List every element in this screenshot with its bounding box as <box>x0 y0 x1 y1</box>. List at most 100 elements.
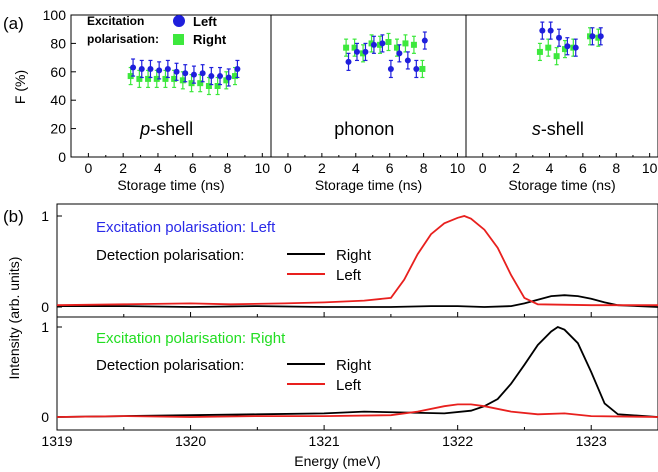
data-point-left <box>182 70 189 77</box>
data-point-right <box>232 73 239 80</box>
x-tick-label: 1323 <box>576 433 607 449</box>
data-point-right <box>153 75 160 82</box>
legend-entry-left: Left <box>336 267 362 284</box>
data-point-left <box>164 65 171 72</box>
data-point-right <box>127 73 134 80</box>
data-point-left <box>353 48 360 55</box>
legend-entry-left: Left <box>193 14 218 29</box>
legend-entry-right: Right <box>336 247 372 264</box>
data-point-right <box>561 46 568 53</box>
subplot-label-suffix: phonon <box>334 119 394 139</box>
data-point-left <box>547 27 554 34</box>
legend-marker-right <box>173 34 184 45</box>
x-tick-label: 2 <box>119 160 127 176</box>
x-tick-label: 4 <box>154 160 162 176</box>
x-tick-label: 10 <box>255 160 271 176</box>
series-line-left <box>56 215 658 307</box>
data-point-right <box>136 75 143 82</box>
x-axis-label: Storage time (ns) <box>315 177 422 193</box>
data-point-right <box>205 83 212 89</box>
x-tick-label: 4 <box>352 160 360 176</box>
detection-label: Detection polarisation: <box>96 357 244 374</box>
data-point-left <box>138 65 145 72</box>
subplot-frame <box>56 316 658 431</box>
y-tick-label: 100 <box>43 7 67 23</box>
x-tick-label: 2 <box>512 160 520 176</box>
x-tick-label: 6 <box>189 160 197 176</box>
data-point-right <box>343 44 350 51</box>
data-point-right <box>410 41 417 48</box>
y-tick-label: 60 <box>50 64 66 80</box>
data-point-right <box>402 40 409 47</box>
x-tick-label: 1320 <box>175 433 206 449</box>
data-point-left <box>589 33 596 40</box>
x-tick-label: 1322 <box>442 433 473 449</box>
legend-title-line2: polarisation: <box>87 32 159 46</box>
panel-a-label: (a) <box>3 14 24 33</box>
data-point-left <box>413 65 420 72</box>
data-point-right <box>197 80 204 87</box>
subplot-label: s-shell <box>532 119 584 139</box>
data-point-right <box>553 53 560 60</box>
data-point-left <box>217 73 224 80</box>
x-axis-label: Storage time (ns) <box>117 177 224 193</box>
data-point-left <box>199 70 206 77</box>
y-tick-label: 0 <box>41 409 49 425</box>
x-axis-label: Energy (meV) <box>294 453 380 469</box>
data-point-right <box>162 75 169 82</box>
data-point-right <box>351 44 358 51</box>
y-axis-label: Intensity (arb. units) <box>6 257 22 380</box>
data-point-right <box>214 83 221 89</box>
x-tick-label: 2 <box>318 160 326 176</box>
data-point-left <box>387 65 394 72</box>
y-tick-label: 20 <box>50 121 66 137</box>
data-point-left <box>173 68 180 75</box>
x-tick-label: 1321 <box>309 433 340 449</box>
y-tick-label: 1 <box>41 319 49 335</box>
y-tick-label: 40 <box>50 92 66 108</box>
data-point-left <box>234 65 241 72</box>
data-point-left <box>572 44 579 51</box>
data-point-left <box>147 65 154 72</box>
excitation-label: Excitation polarisation: Left <box>96 219 276 236</box>
excitation-label: Excitation polarisation: Right <box>96 330 286 347</box>
data-point-left <box>404 57 411 64</box>
data-point-right <box>536 48 543 55</box>
data-point-left <box>156 67 163 74</box>
data-point-left <box>345 58 352 65</box>
y-tick-label: 80 <box>50 35 66 51</box>
data-point-left <box>564 43 571 50</box>
x-axis-label: Storage time (ns) <box>508 177 615 193</box>
subplot-label: p-shell <box>139 119 193 139</box>
data-point-left <box>190 71 197 78</box>
y-axis-label: F (%) <box>12 70 28 104</box>
data-point-left <box>208 73 215 80</box>
data-point-left <box>362 48 369 55</box>
data-point-left <box>225 74 232 81</box>
subplot-label-suffix: -shell <box>150 119 193 139</box>
subplot-label-prefix: s <box>532 119 541 139</box>
x-tick-label: 1319 <box>41 433 72 449</box>
data-point-left <box>556 34 563 41</box>
x-tick-label: 10 <box>642 160 658 176</box>
legend-marker-left <box>173 15 185 27</box>
data-point-right <box>385 38 392 45</box>
x-tick-label: 8 <box>224 160 232 176</box>
data-point-right <box>179 77 186 84</box>
x-tick-label: 8 <box>612 160 620 176</box>
data-point-right <box>393 44 400 51</box>
data-point-left <box>396 50 403 57</box>
y-tick-label: 0 <box>41 299 49 315</box>
x-tick-label: 0 <box>284 160 292 176</box>
x-tick-label: 10 <box>450 160 466 176</box>
subplot-frame <box>465 14 658 158</box>
subplot-label: phonon <box>334 119 394 139</box>
legend-entry-right: Right <box>336 357 372 374</box>
detection-label: Detection polarisation: <box>96 247 244 264</box>
series-line-left <box>56 403 658 418</box>
x-tick-label: 6 <box>579 160 587 176</box>
data-point-left <box>379 40 386 47</box>
x-tick-label: 4 <box>546 160 554 176</box>
legend-title-line1: Excitation <box>87 14 144 28</box>
